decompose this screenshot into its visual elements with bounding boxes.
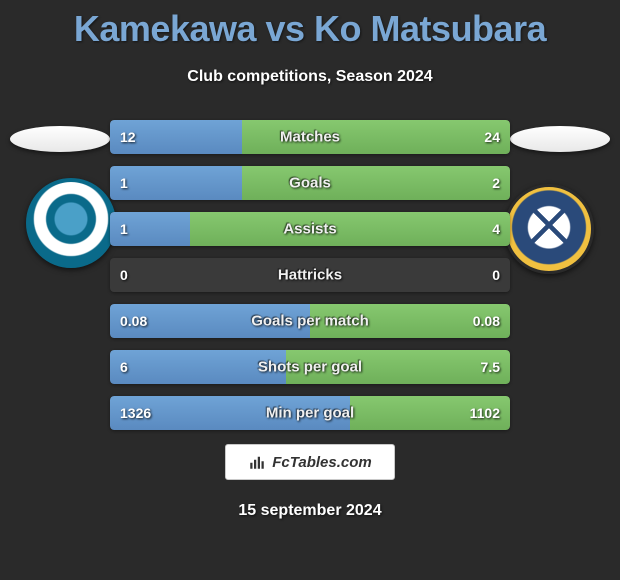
stat-value-left: 1 — [120, 221, 128, 237]
brand-badge: FcTables.com — [225, 444, 395, 480]
stat-value-right: 1102 — [470, 405, 500, 421]
brand-chart-icon — [248, 453, 266, 471]
stat-label: Hattricks — [110, 267, 510, 284]
stat-value-right: 24 — [484, 129, 500, 145]
stat-value-left: 6 — [120, 359, 128, 375]
brand-text: FcTables.com — [272, 454, 371, 471]
stat-value-right: 4 — [492, 221, 500, 237]
stat-value-left: 1 — [120, 175, 128, 191]
stat-row: Assists1 4 — [110, 212, 510, 246]
stat-value-right: 2 — [492, 175, 500, 191]
stat-row: Min per goal1326 1102 — [110, 396, 510, 430]
stat-value-left: 12 — [120, 129, 136, 145]
page-subtitle: Club competitions, Season 2024 — [0, 68, 620, 86]
right-club-crest-icon — [504, 184, 594, 274]
stat-row: Matches12 24 — [110, 120, 510, 154]
stat-value-right: 0 — [492, 267, 500, 283]
stat-value-right: 0.08 — [473, 313, 500, 329]
stat-label: Goals per match — [110, 313, 510, 330]
stat-label: Min per goal — [110, 405, 510, 422]
stat-label: Goals — [110, 175, 510, 192]
stat-row: Shots per goal6 7.5 — [110, 350, 510, 384]
stat-label: Matches — [110, 129, 510, 146]
stat-value-left: 1326 — [120, 405, 151, 421]
page-title: Kamekawa vs Ko Matsubara — [0, 0, 620, 50]
stat-row: Goals1 2 — [110, 166, 510, 200]
chart-date: 15 september 2024 — [0, 502, 620, 520]
stat-row: Goals per match0.08 0.08 — [110, 304, 510, 338]
stat-label: Shots per goal — [110, 359, 510, 376]
stat-label: Assists — [110, 221, 510, 238]
stat-row: Hattricks0 0 — [110, 258, 510, 292]
left-club-crest-icon — [26, 178, 116, 268]
right-player-marker — [510, 126, 610, 152]
left-player-marker — [10, 126, 110, 152]
stat-value-right: 7.5 — [481, 359, 500, 375]
stat-value-left: 0 — [120, 267, 128, 283]
comparison-chart: Matches1224Goals12Assists14Hattricks00Go… — [110, 120, 510, 442]
stat-value-left: 0.08 — [120, 313, 147, 329]
